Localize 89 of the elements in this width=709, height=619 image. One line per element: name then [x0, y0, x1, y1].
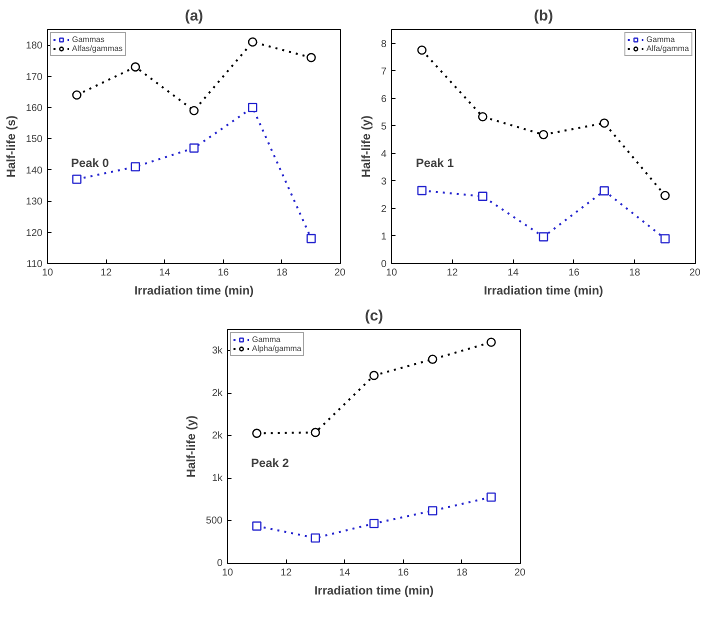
x-tick-label: 16: [568, 268, 580, 278]
y-tick-label: 160: [26, 103, 43, 114]
x-tick-label: 14: [159, 268, 171, 278]
y-tick-label: 1k: [212, 472, 224, 484]
x-axis-title: Irradiation time (min): [314, 584, 434, 598]
point: [428, 506, 438, 516]
legend-label: Gammas: [72, 35, 104, 44]
x-tick-label: 14: [508, 268, 520, 278]
y-tick-label: 120: [26, 228, 43, 239]
point: [189, 143, 199, 153]
point: [660, 234, 670, 244]
annotation: Peak 0: [70, 156, 110, 170]
point: [486, 492, 496, 502]
x-tick-label: 10: [42, 268, 54, 278]
point: [369, 370, 379, 380]
point: [600, 118, 609, 128]
point: [248, 102, 258, 112]
y-axis-title: Half-life (y): [358, 115, 373, 178]
legend-label: Alfas/gammas: [72, 44, 123, 53]
point: [130, 162, 140, 172]
y-tick-label: 130: [26, 196, 43, 208]
y-tick-label: 500: [206, 515, 223, 526]
point: [538, 232, 548, 242]
point: [310, 533, 320, 543]
x-axis-title: Irradiation time (min): [134, 284, 254, 298]
point: [538, 130, 548, 140]
x-tick-label: 12: [280, 568, 292, 578]
x-tick-label: 20: [334, 268, 346, 278]
y-tick-label: 170: [26, 72, 43, 83]
point: [478, 112, 488, 122]
y-axis-title: Half-life (y): [184, 415, 198, 478]
y-tick-label: 8: [380, 38, 387, 50]
y-tick-label: 5: [380, 121, 387, 132]
point: [486, 338, 496, 347]
chart-title: (c): [364, 308, 384, 324]
x-tick-label: 16: [218, 268, 230, 278]
y-tick-label: 110: [26, 259, 43, 270]
legend-label: Gamma: [252, 335, 280, 344]
point: [189, 106, 199, 116]
y-tick-label: 1: [380, 231, 387, 242]
point: [72, 174, 82, 184]
x-tick-label: 12: [100, 268, 112, 278]
x-tick-label: 12: [446, 268, 458, 278]
x-axis-title: Irradiation time (min): [484, 284, 604, 298]
x-tick-label: 16: [398, 568, 410, 578]
y-tick-label: 150: [26, 134, 43, 146]
point: [306, 234, 316, 244]
point: [417, 46, 427, 55]
y-tick-label: 7: [380, 66, 387, 78]
point: [72, 90, 82, 100]
y-tick-label: 3: [380, 176, 387, 188]
point: [478, 192, 488, 201]
y-tick-label: 180: [26, 40, 43, 52]
point: [417, 186, 427, 196]
y-tick-label: 6: [380, 94, 387, 105]
legend-label: Alfa/gamma: [646, 44, 689, 53]
y-tick-label: 2k: [212, 388, 224, 399]
y-tick-label: 140: [26, 165, 43, 176]
x-tick-label: 20: [689, 268, 701, 278]
annotation: Peak 2: [250, 456, 290, 470]
point: [252, 521, 262, 531]
point: [306, 52, 316, 62]
point: [660, 190, 670, 200]
y-tick-label: 0: [216, 558, 223, 569]
x-tick-label: 18: [456, 568, 468, 578]
y-axis-title: Half-life (s): [4, 115, 18, 178]
point: [252, 428, 262, 438]
x-tick-label: 10: [222, 568, 234, 578]
y-tick-label: 3k: [212, 345, 224, 356]
point: [369, 518, 379, 528]
legend-label: Gamma: [646, 35, 675, 44]
point: [310, 428, 320, 438]
chart-title: (b): [534, 8, 554, 24]
annotation: Peak 1: [416, 156, 454, 170]
point: [248, 37, 258, 47]
chart-title: (a): [184, 8, 204, 24]
y-tick-label: 4: [380, 148, 387, 160]
point: [600, 186, 609, 196]
point: [428, 354, 438, 364]
x-tick-label: 10: [386, 268, 398, 278]
x-tick-label: 14: [339, 568, 351, 578]
x-tick-label: 18: [276, 268, 288, 278]
y-tick-label: 2: [380, 204, 387, 215]
y-tick-label: 2k: [212, 430, 224, 442]
y-tick-label: 0: [380, 259, 387, 270]
point: [130, 62, 140, 72]
x-tick-label: 18: [629, 268, 641, 278]
legend-label: Alpha/gamma: [252, 344, 302, 353]
x-tick-label: 20: [514, 568, 526, 578]
